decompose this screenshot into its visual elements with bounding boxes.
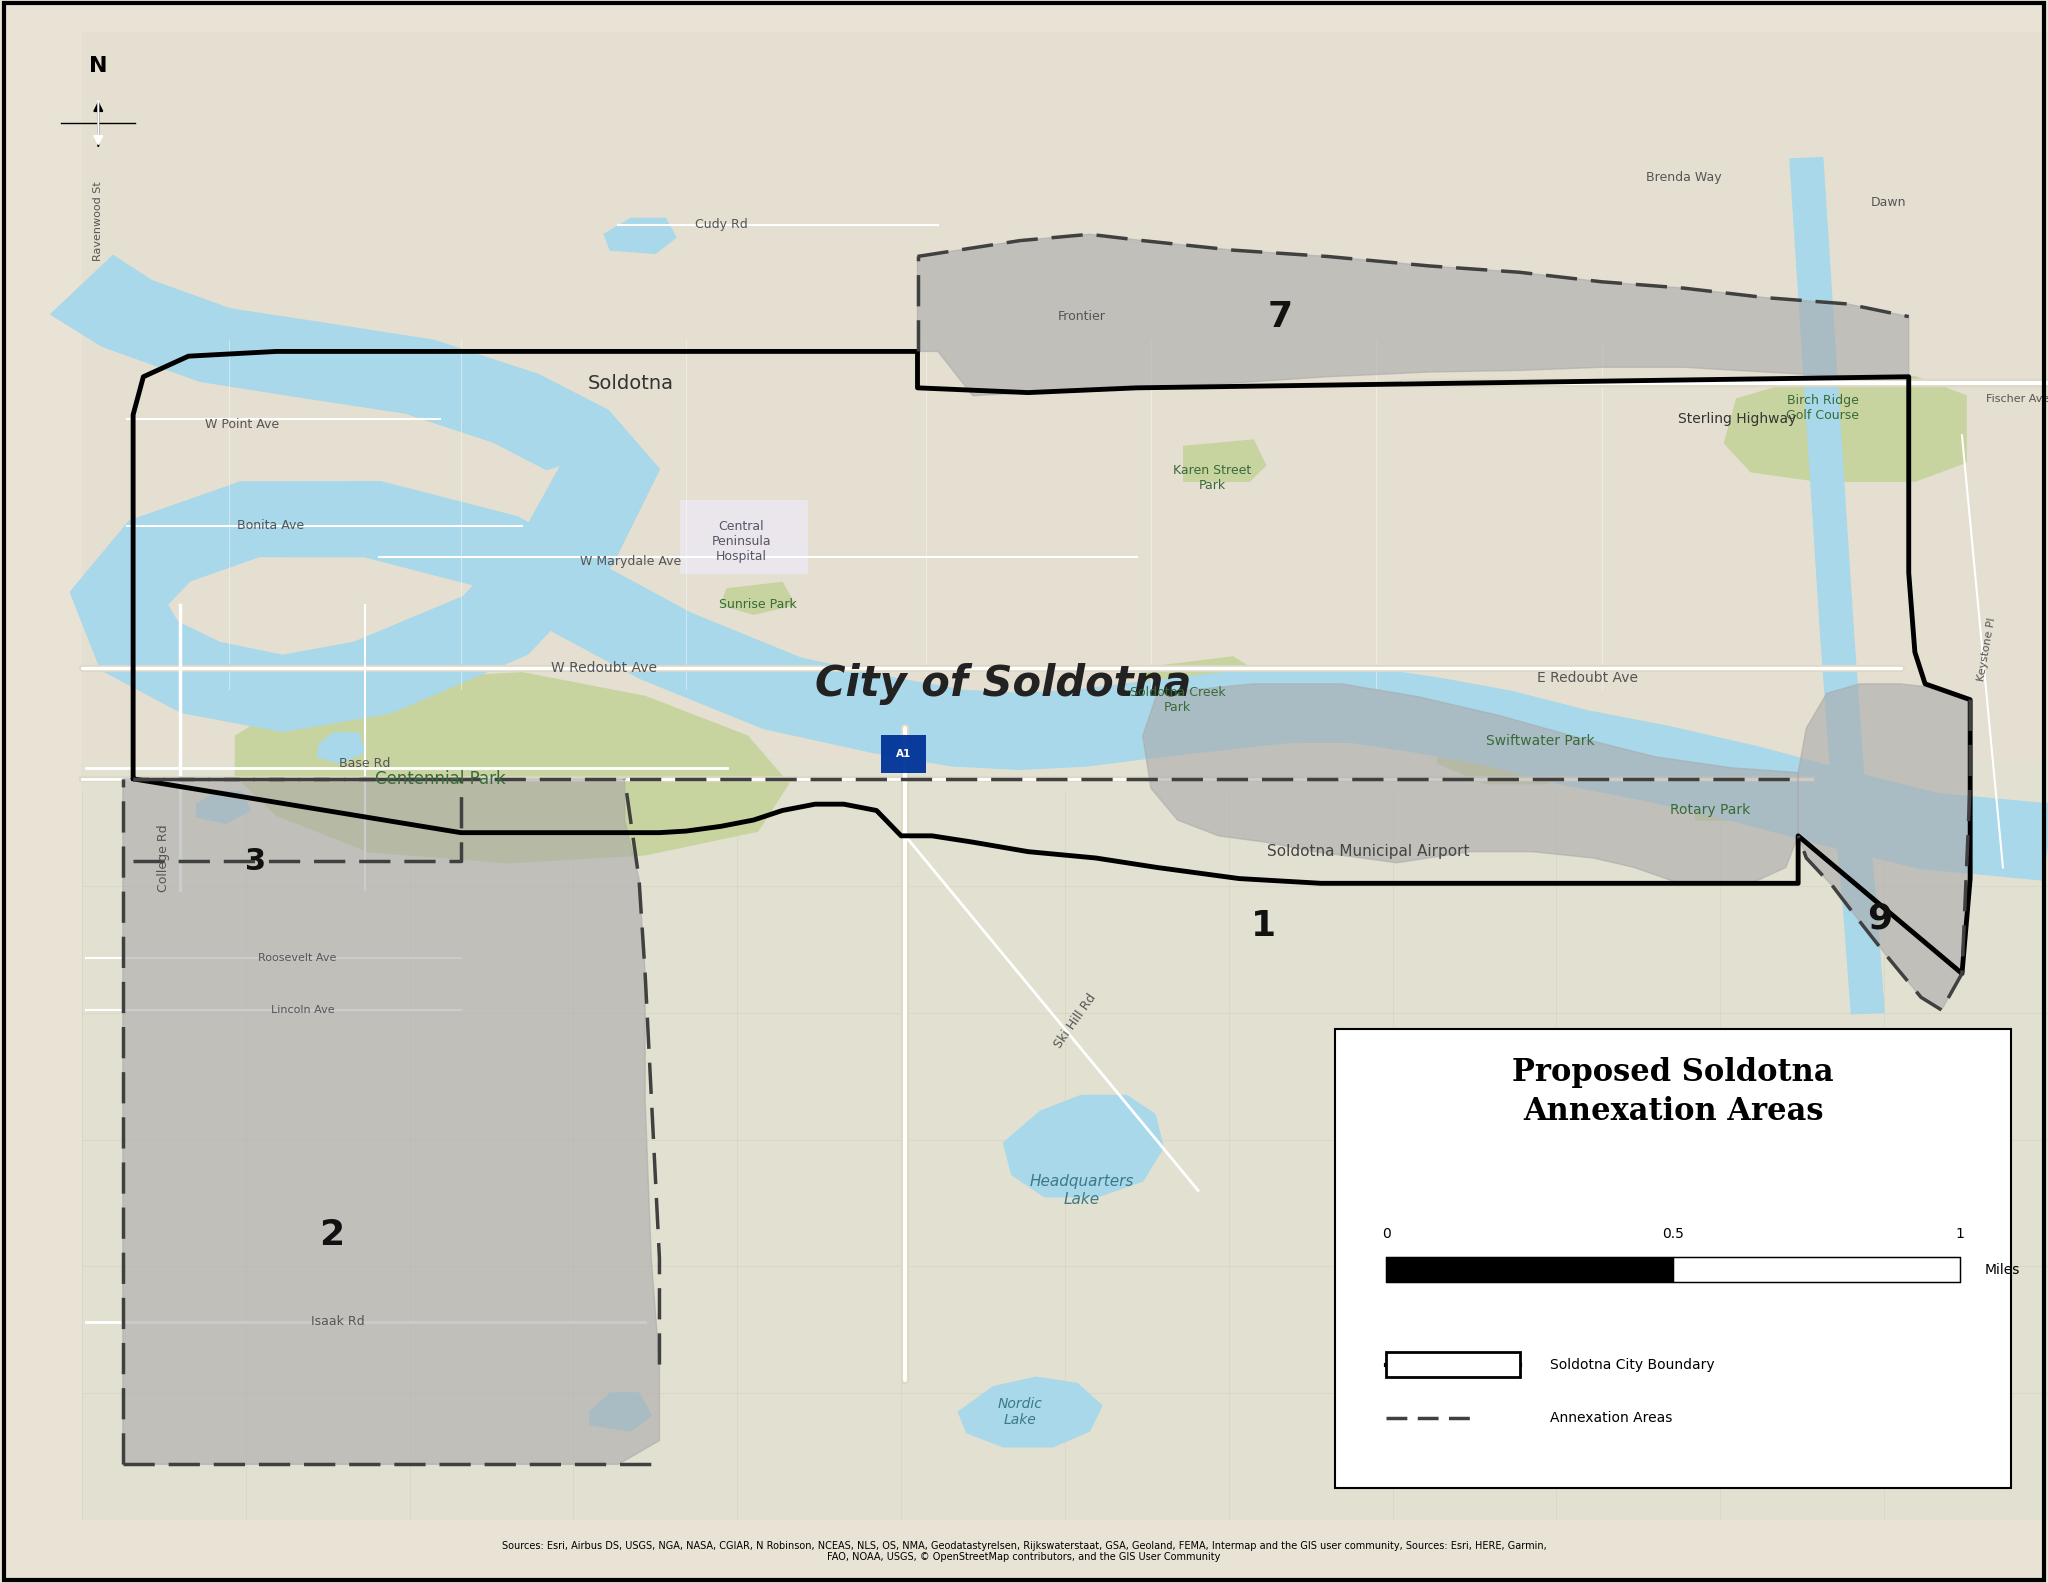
Text: Birch Ridge
Golf Course: Birch Ridge Golf Course bbox=[1786, 394, 1860, 423]
Text: 0.5: 0.5 bbox=[1663, 1227, 1683, 1241]
Bar bbox=[1386, 1352, 1520, 1377]
Text: Dawn: Dawn bbox=[1870, 196, 1907, 209]
FancyBboxPatch shape bbox=[1335, 1029, 2011, 1488]
Text: W Marydale Ave: W Marydale Ave bbox=[580, 556, 682, 568]
Text: 2: 2 bbox=[319, 1217, 344, 1252]
Bar bbox=[1673, 1257, 1960, 1282]
Text: E Redoubt Ave: E Redoubt Ave bbox=[1536, 671, 1638, 684]
Polygon shape bbox=[590, 1393, 651, 1431]
Bar bbox=[0, 1520, 2048, 1583]
Text: Soldotna Municipal Airport: Soldotna Municipal Airport bbox=[1268, 844, 1468, 860]
Text: Annexation Areas: Annexation Areas bbox=[1550, 1412, 1673, 1425]
Polygon shape bbox=[1724, 377, 1966, 481]
Text: Soldotna City Boundary: Soldotna City Boundary bbox=[1550, 1358, 1714, 1371]
Text: N: N bbox=[88, 55, 109, 76]
Text: Lincoln Ave: Lincoln Ave bbox=[270, 1005, 336, 1015]
Polygon shape bbox=[721, 583, 795, 614]
Bar bbox=[881, 735, 926, 773]
Text: 1: 1 bbox=[1251, 909, 1276, 943]
Text: Ski Hill Rd: Ski Hill Rd bbox=[1053, 991, 1098, 1051]
Polygon shape bbox=[123, 779, 659, 1464]
Text: A1: A1 bbox=[895, 749, 911, 758]
Polygon shape bbox=[1798, 684, 1970, 1010]
Text: Soldotna Creek
Park: Soldotna Creek Park bbox=[1130, 685, 1225, 714]
Text: Cudy Rd: Cudy Rd bbox=[694, 218, 748, 231]
Polygon shape bbox=[1696, 784, 1782, 820]
Text: College Rd: College Rd bbox=[158, 825, 170, 891]
Text: Sources: Esri, Airbus DS, USGS, NGA, NASA, CGIAR, N Robinson, NCEAS, NLS, OS, NM: Sources: Esri, Airbus DS, USGS, NGA, NAS… bbox=[502, 1540, 1546, 1562]
Text: Soldotna: Soldotna bbox=[588, 374, 674, 393]
Text: W Redoubt Ave: W Redoubt Ave bbox=[551, 662, 657, 674]
Text: Sterling Highway: Sterling Highway bbox=[1677, 413, 1796, 426]
Polygon shape bbox=[197, 792, 250, 823]
Text: Frontier: Frontier bbox=[1057, 310, 1106, 323]
Text: Karen Street
Park: Karen Street Park bbox=[1174, 464, 1251, 492]
Text: W Point Ave: W Point Ave bbox=[205, 418, 279, 431]
Text: Miles: Miles bbox=[1985, 1263, 2019, 1276]
Text: Base Rd: Base Rd bbox=[338, 757, 391, 769]
Bar bbox=[82, 32, 2048, 791]
Text: Nordic
Lake: Nordic Lake bbox=[997, 1396, 1042, 1428]
Polygon shape bbox=[317, 733, 365, 763]
Bar bbox=[82, 760, 2048, 1520]
Text: Ravenwood St: Ravenwood St bbox=[94, 182, 102, 261]
Text: City of Soldotna: City of Soldotna bbox=[815, 663, 1192, 704]
Polygon shape bbox=[604, 218, 676, 253]
Text: Roosevelt Ave: Roosevelt Ave bbox=[258, 953, 336, 962]
Text: Sunrise Park: Sunrise Park bbox=[719, 598, 797, 611]
Text: 7: 7 bbox=[1268, 299, 1292, 334]
Text: Rotary Park: Rotary Park bbox=[1669, 804, 1751, 817]
Polygon shape bbox=[918, 234, 1909, 396]
Text: 9: 9 bbox=[1868, 901, 1892, 936]
Text: 0: 0 bbox=[1382, 1227, 1391, 1241]
Polygon shape bbox=[1137, 657, 1266, 716]
Text: Keystone Pl: Keystone Pl bbox=[1976, 616, 1997, 682]
Bar bbox=[0, 1520, 2048, 1583]
Text: Fischer Ave: Fischer Ave bbox=[1987, 394, 2048, 404]
Text: Swiftwater Park: Swiftwater Park bbox=[1485, 735, 1595, 747]
Text: Bonita Ave: Bonita Ave bbox=[238, 519, 303, 532]
Polygon shape bbox=[958, 1377, 1102, 1447]
Text: Isaak Rd: Isaak Rd bbox=[311, 1315, 365, 1328]
Text: 1: 1 bbox=[1956, 1227, 1964, 1241]
Polygon shape bbox=[1438, 716, 1602, 784]
Polygon shape bbox=[236, 673, 788, 863]
Text: Proposed Soldotna
Annexation Areas: Proposed Soldotna Annexation Areas bbox=[1511, 1057, 1835, 1127]
Polygon shape bbox=[1143, 684, 1798, 883]
Text: Centennial Park: Centennial Park bbox=[375, 769, 506, 788]
Polygon shape bbox=[1004, 1095, 1163, 1197]
Text: 3: 3 bbox=[246, 847, 266, 875]
Polygon shape bbox=[51, 255, 2048, 880]
Bar bbox=[1386, 1257, 1673, 1282]
Text: Central
Peninsula
Hospital: Central Peninsula Hospital bbox=[711, 519, 772, 564]
Polygon shape bbox=[1790, 158, 1884, 1013]
Text: Headquarters
Lake: Headquarters Lake bbox=[1030, 1175, 1133, 1206]
Polygon shape bbox=[1184, 440, 1266, 481]
Text: Brenda Way: Brenda Way bbox=[1647, 171, 1720, 184]
Bar bbox=[680, 500, 807, 573]
